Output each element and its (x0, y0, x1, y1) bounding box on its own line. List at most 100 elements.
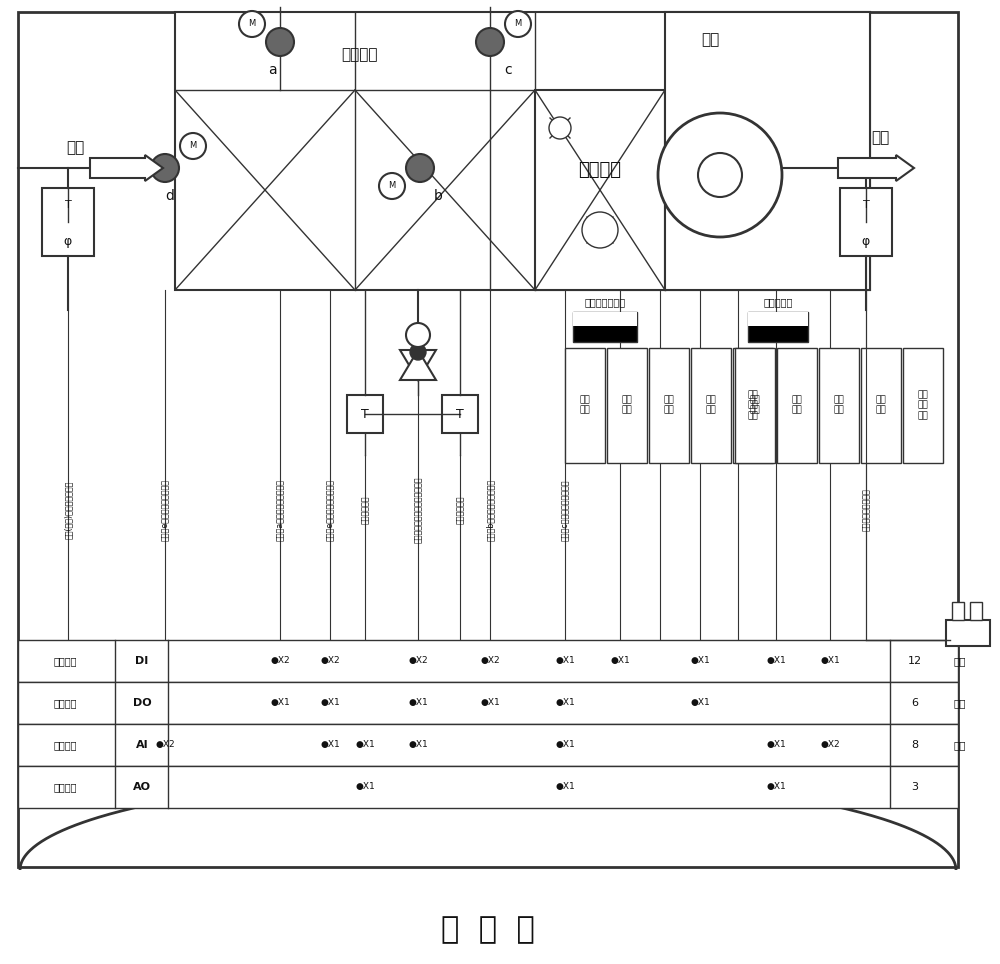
Text: 比例积分阀开度控制及状态反馈: 比例积分阀开度控制及状态反馈 (414, 477, 422, 544)
Bar (748, 312, 808, 342)
Text: 除湿机组电控箱: 除湿机组电控箱 (584, 297, 626, 307)
Text: ●X1: ●X1 (690, 656, 710, 665)
Text: 新风阀a开关控制及状态反馈: 新风阀a开关控制及状态反馈 (276, 479, 285, 541)
Text: 启停
控制: 启停 控制 (750, 395, 760, 415)
Text: 故障
报警: 故障 报警 (792, 395, 802, 415)
Text: 变频
控制: 变频 控制 (664, 395, 674, 415)
Circle shape (180, 133, 206, 159)
Text: 供冷盘管: 供冷盘管 (342, 47, 378, 63)
Text: ●X1: ●X1 (555, 783, 575, 791)
Text: 运行
状态: 运行 状态 (876, 395, 886, 415)
Text: 控  制  器: 控 制 器 (441, 916, 535, 945)
Text: 模拟输出: 模拟输出 (53, 782, 77, 792)
Text: M: M (248, 19, 256, 29)
Circle shape (239, 11, 265, 37)
Bar (691, 348, 731, 463)
Bar (442, 395, 478, 433)
Circle shape (698, 153, 742, 197)
Circle shape (266, 28, 294, 56)
Text: ●X1: ●X1 (355, 783, 375, 791)
Text: ●X1: ●X1 (320, 740, 340, 749)
Text: 新风: 新风 (66, 141, 84, 155)
Bar (840, 188, 892, 256)
Text: 新风(室外)温度、相对湿度: 新风(室外)温度、相对湿度 (64, 481, 72, 539)
Text: ●X2: ●X2 (155, 740, 175, 749)
Bar (347, 395, 383, 433)
Text: 除湿机组: 除湿机组 (578, 161, 622, 179)
Text: 故障
报警: 故障 报警 (622, 395, 632, 415)
Text: ●X1: ●X1 (408, 740, 428, 749)
Text: 8: 8 (911, 740, 919, 750)
Text: DI: DI (135, 656, 149, 666)
Bar (861, 348, 901, 463)
Text: 12: 12 (908, 656, 922, 666)
Bar (573, 312, 637, 326)
Text: ●X1: ●X1 (766, 783, 786, 791)
Text: M: M (189, 142, 197, 150)
Text: 送风: 送风 (871, 130, 889, 146)
Circle shape (582, 212, 618, 248)
Text: 手动
自动
状态: 手动 自动 状态 (918, 390, 928, 420)
Text: ●X1: ●X1 (555, 740, 575, 749)
Text: ●X2: ●X2 (408, 656, 428, 665)
Text: AO: AO (133, 782, 151, 792)
Text: ●X1: ●X1 (270, 699, 290, 708)
Text: ●X1: ●X1 (766, 740, 786, 749)
Text: 网络: 网络 (954, 656, 966, 666)
Bar (733, 348, 773, 463)
Text: 空调供水温度: 空调供水温度 (360, 495, 370, 524)
Circle shape (658, 113, 782, 237)
Bar (665, 12, 870, 290)
Text: ●X1: ●X1 (408, 699, 428, 708)
Text: 6: 6 (912, 698, 918, 708)
Text: M: M (514, 19, 522, 29)
Bar (748, 312, 808, 326)
Text: M: M (388, 181, 396, 191)
Text: ●X1: ●X1 (766, 656, 786, 665)
Text: ●X1: ●X1 (320, 699, 340, 708)
Text: 手动
自动
状态: 手动 自动 状态 (748, 390, 758, 420)
Text: DO: DO (133, 698, 151, 708)
FancyArrow shape (90, 155, 163, 181)
Text: d: d (166, 189, 174, 203)
Bar (535, 90, 665, 290)
Text: ●X1: ●X1 (690, 699, 710, 708)
Bar (946, 620, 990, 646)
Bar (18, 682, 958, 724)
Text: b: b (434, 189, 442, 203)
Text: 空调回水温度: 空调回水温度 (456, 495, 464, 524)
Text: 风机: 风机 (701, 33, 719, 47)
Text: φ: φ (64, 235, 72, 249)
Bar (175, 12, 870, 290)
Text: 送风温度、相对湿度: 送风温度、相对湿度 (862, 489, 870, 531)
Bar (18, 640, 958, 682)
Text: ●X2: ●X2 (270, 656, 290, 665)
Text: T: T (361, 408, 369, 420)
Text: 模拟输入: 模拟输入 (53, 740, 77, 750)
Bar (18, 870, 958, 964)
Text: T: T (456, 408, 464, 420)
Bar (42, 188, 94, 256)
Circle shape (406, 323, 430, 347)
Text: T: T (65, 200, 71, 210)
Text: 旁通阀e开关控制及状态反馈: 旁通阀e开关控制及状态反馈 (326, 479, 334, 541)
Text: 数字输出: 数字输出 (53, 698, 77, 708)
Text: 接口: 接口 (954, 740, 966, 750)
Circle shape (505, 11, 531, 37)
Text: T: T (863, 200, 869, 210)
Bar (573, 312, 637, 342)
Bar (952, 602, 964, 620)
Text: ●X2: ●X2 (480, 656, 500, 665)
Text: ●X2: ●X2 (820, 740, 840, 749)
Text: 3: 3 (912, 782, 918, 792)
Text: ●X1: ●X1 (480, 699, 500, 708)
Text: AI: AI (136, 740, 148, 750)
Text: 通信: 通信 (954, 698, 966, 708)
Bar (735, 348, 775, 463)
Text: c: c (504, 63, 512, 77)
Text: 运行
状态: 运行 状态 (706, 395, 716, 415)
Text: a: a (268, 63, 276, 77)
Text: 旁通阀b开关控制及状态反馈: 旁通阀b开关控制及状态反馈 (486, 479, 494, 541)
Bar (18, 766, 958, 808)
Bar (903, 348, 943, 463)
